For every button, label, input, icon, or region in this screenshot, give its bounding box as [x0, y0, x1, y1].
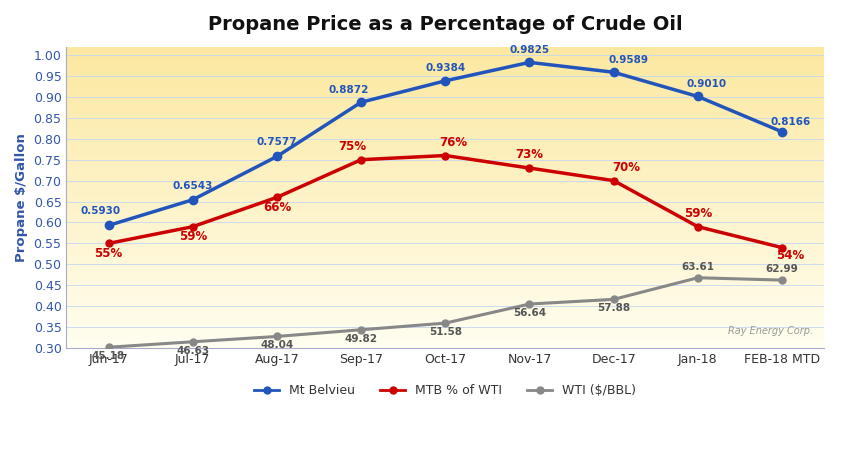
MTB % of WTI [356, 157, 366, 162]
WTI ($/BBL) [188, 339, 198, 345]
Text: 70%: 70% [612, 161, 640, 174]
Text: 45.18: 45.18 [92, 351, 125, 361]
Text: 73%: 73% [516, 148, 543, 161]
Text: 0.9589: 0.9589 [609, 55, 648, 65]
Line: WTI ($/BBL): WTI ($/BBL) [105, 274, 785, 351]
Text: 62.99: 62.99 [765, 264, 798, 274]
MTB % of WTI [609, 178, 619, 184]
Mt Belvieu [440, 78, 450, 84]
WTI ($/BBL) [609, 296, 619, 302]
Text: 55%: 55% [94, 247, 123, 260]
WTI ($/BBL) [440, 320, 450, 326]
Legend: Mt Belvieu, MTB % of WTI, WTI ($/BBL): Mt Belvieu, MTB % of WTI, WTI ($/BBL) [249, 379, 642, 402]
Mt Belvieu [103, 223, 114, 228]
WTI ($/BBL) [272, 334, 282, 339]
Text: 0.9825: 0.9825 [510, 45, 549, 55]
Text: 0.8166: 0.8166 [770, 117, 811, 127]
Text: Ray Energy Corp.: Ray Energy Corp. [727, 326, 812, 336]
Line: MTB % of WTI: MTB % of WTI [105, 152, 785, 251]
Text: 54%: 54% [776, 249, 805, 262]
Text: 0.9010: 0.9010 [686, 79, 727, 89]
Text: 0.5930: 0.5930 [80, 206, 120, 216]
MTB % of WTI [272, 194, 282, 200]
WTI ($/BBL) [356, 327, 366, 333]
Text: 59%: 59% [178, 230, 207, 244]
Mt Belvieu [356, 100, 366, 105]
MTB % of WTI [103, 241, 114, 246]
WTI ($/BBL) [525, 301, 535, 307]
Y-axis label: Propane $/Gallon: Propane $/Gallon [15, 133, 28, 262]
WTI ($/BBL) [103, 345, 114, 350]
Mt Belvieu [777, 129, 787, 135]
Mt Belvieu [693, 93, 703, 99]
MTB % of WTI [440, 152, 450, 158]
Text: 66%: 66% [262, 201, 291, 214]
Title: Propane Price as a Percentage of Crude Oil: Propane Price as a Percentage of Crude O… [208, 15, 683, 34]
Text: 76%: 76% [440, 136, 468, 149]
WTI ($/BBL) [693, 275, 703, 280]
Text: 46.63: 46.63 [176, 346, 209, 355]
MTB % of WTI [777, 245, 787, 251]
Text: 0.6543: 0.6543 [172, 181, 213, 191]
Text: 51.58: 51.58 [429, 327, 462, 337]
Text: 75%: 75% [339, 140, 367, 153]
Text: 63.61: 63.61 [681, 262, 714, 272]
WTI ($/BBL) [777, 277, 787, 283]
Mt Belvieu [609, 69, 619, 75]
Text: 49.82: 49.82 [345, 334, 378, 344]
Text: 0.9384: 0.9384 [426, 63, 465, 73]
Text: 57.88: 57.88 [597, 303, 630, 313]
Text: 48.04: 48.04 [260, 340, 294, 350]
Text: 0.8872: 0.8872 [328, 85, 368, 95]
MTB % of WTI [693, 224, 703, 229]
Text: 59%: 59% [684, 207, 712, 220]
Mt Belvieu [525, 59, 535, 65]
Text: 56.64: 56.64 [513, 308, 546, 318]
Mt Belvieu [272, 154, 282, 160]
MTB % of WTI [188, 224, 198, 229]
Text: 0.7577: 0.7577 [257, 137, 297, 147]
Line: Mt Belvieu: Mt Belvieu [104, 58, 786, 229]
Mt Belvieu [188, 197, 198, 202]
MTB % of WTI [525, 165, 535, 171]
